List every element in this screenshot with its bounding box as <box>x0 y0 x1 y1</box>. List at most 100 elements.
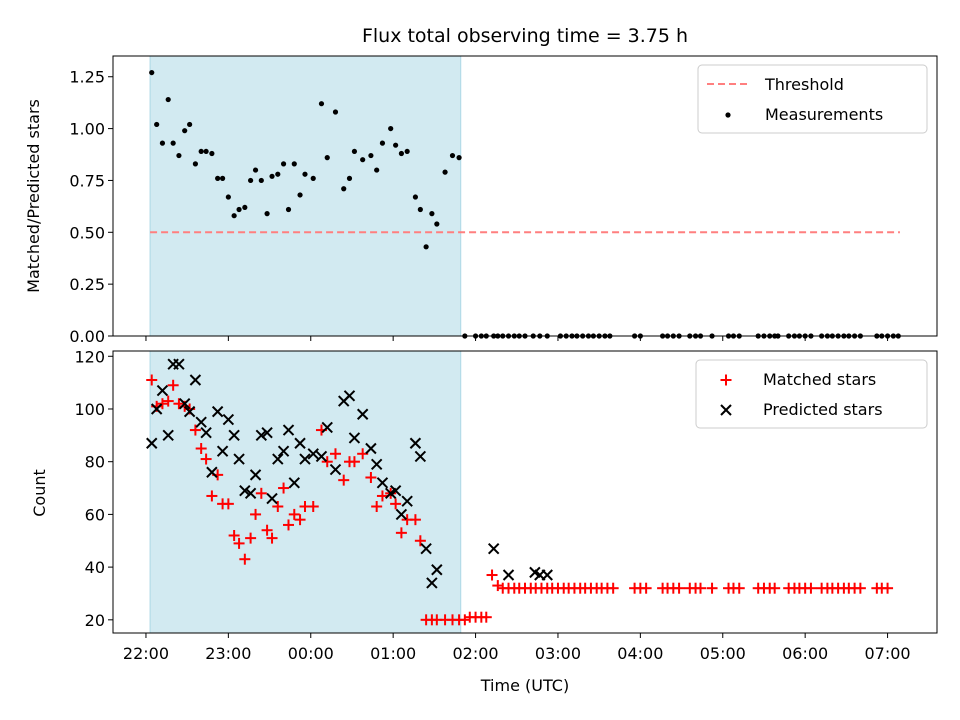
predicted-point <box>162 429 174 442</box>
x-tick-label: 23:00 <box>205 644 251 663</box>
matched-point <box>162 395 174 407</box>
predicted-point <box>249 469 262 481</box>
count-legend: Matched stars Predicted stars <box>695 359 928 429</box>
matched-point <box>486 569 498 581</box>
matched-point <box>272 500 284 512</box>
measurement-point <box>297 192 303 198</box>
legend-matched-swatch <box>720 374 732 386</box>
ratio-panel: 0.00 0.25 0.50 0.75 1.00 1.25 Matched/Predict… <box>24 55 938 346</box>
predicted-point <box>183 405 196 418</box>
measurement-point <box>417 206 423 213</box>
y-tick-label: 40 <box>85 558 105 577</box>
matched-point <box>266 532 278 544</box>
measurement-point <box>434 221 440 227</box>
matched-point <box>156 398 168 410</box>
predicted-point <box>244 487 257 500</box>
x-tick-label: 02:00 <box>453 644 499 663</box>
matched-point <box>640 582 652 594</box>
predicted-point <box>189 374 202 386</box>
measurement-point <box>404 148 410 155</box>
x-axis-label: Time (UTC) <box>480 676 569 695</box>
ratio-legend: Threshold Measurements <box>697 64 928 134</box>
series-matched-stars <box>146 374 894 626</box>
matched-point <box>167 379 179 391</box>
predicted-point <box>211 405 224 418</box>
matched-point <box>307 500 319 512</box>
measurement-point <box>149 69 155 76</box>
predicted-point <box>401 495 413 507</box>
measurement-point <box>374 167 380 173</box>
y-tick-label: 100 <box>74 400 105 419</box>
matched-point <box>607 582 619 594</box>
matched-point <box>250 508 262 520</box>
measurement-point <box>198 148 204 155</box>
measurement-point <box>332 109 339 115</box>
predicted-point <box>502 569 515 581</box>
matched-point <box>189 424 201 436</box>
predicted-point <box>321 421 333 434</box>
count-y-ticks: 20 40 60 80 100 120 <box>74 347 113 630</box>
predicted-point <box>173 358 185 370</box>
matched-point <box>706 582 718 594</box>
x-tick-label: 06:00 <box>782 644 828 663</box>
matched-point <box>146 374 158 386</box>
x-tick-label: 05:00 <box>700 644 746 663</box>
matched-point <box>321 456 333 468</box>
predicted-point <box>343 390 356 402</box>
ratio-axes-frame <box>112 55 938 337</box>
predicted-point <box>206 466 218 478</box>
measurement-point <box>159 140 166 146</box>
x-tick-label: 07:00 <box>865 644 911 663</box>
matched-point <box>854 582 866 594</box>
predicted-point <box>376 477 389 489</box>
measurement-point <box>187 121 193 128</box>
predicted-point <box>282 424 295 436</box>
measurement-point <box>310 175 316 181</box>
matched-point <box>733 582 745 594</box>
matched-point <box>459 614 471 626</box>
measurement-point <box>360 157 366 163</box>
measurement-point <box>412 194 419 200</box>
predicted-point <box>409 437 422 449</box>
count-x-ticks: 22:00 23:00 00:00 01:00 02:00 03:00 04:00 05:00… <box>123 633 911 663</box>
matched-point <box>338 474 350 486</box>
measurement-point <box>275 171 281 177</box>
matched-point <box>409 514 421 526</box>
matched-point <box>255 487 267 499</box>
predicted-point <box>420 542 432 555</box>
predicted-point <box>261 426 273 439</box>
matched-point <box>480 611 492 623</box>
ratio-legend-box <box>697 64 928 134</box>
matched-point <box>239 553 251 565</box>
matched-point <box>261 524 273 536</box>
predicted-point <box>216 445 229 457</box>
y-tick-label: 0.50 <box>69 223 105 242</box>
count-legend-box <box>695 359 928 429</box>
matched-point <box>882 582 894 594</box>
predicted-point <box>222 413 235 426</box>
matched-point <box>695 582 707 594</box>
matched-point <box>805 582 817 594</box>
matched-point <box>283 519 295 531</box>
predicted-point <box>389 484 402 497</box>
legend-measurements-label: Measurements <box>765 105 883 124</box>
predicted-point <box>277 445 290 457</box>
measurement-point <box>291 161 297 167</box>
y-tick-label: 80 <box>85 453 105 472</box>
predicted-point <box>487 542 500 555</box>
y-tick-label: 0.00 <box>69 327 105 346</box>
matched-point <box>365 472 377 484</box>
measurement-point <box>324 155 330 161</box>
measurement-point <box>269 173 275 179</box>
ratio-y-ticks: 0.00 0.25 0.50 0.75 1.00 1.25 <box>69 68 113 346</box>
legend-predicted-label: Predicted stars <box>763 400 883 419</box>
predicted-point <box>150 403 163 415</box>
measurement-point <box>176 152 182 159</box>
observing-span-shading <box>149 55 462 337</box>
measurement-point <box>351 148 358 155</box>
legend-x-marker <box>720 404 732 416</box>
matched-point <box>414 535 426 547</box>
predicted-point <box>294 437 306 449</box>
measurement-point <box>393 142 399 148</box>
predicted-point <box>272 453 284 465</box>
